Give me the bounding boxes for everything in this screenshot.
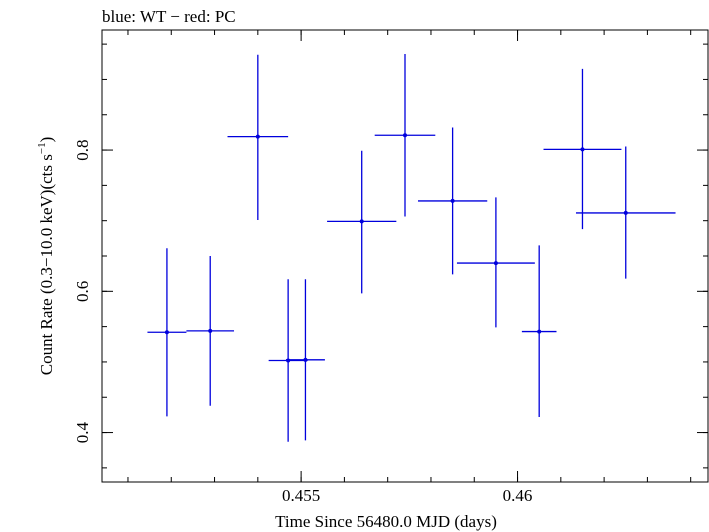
- y-axis-label-main: Count Rate (0.3−10.0 keV)(cts s: [37, 154, 56, 375]
- axis-ticks: [102, 30, 708, 482]
- point-marker: [255, 134, 260, 139]
- point-marker: [580, 147, 585, 152]
- point-marker: [537, 329, 542, 334]
- tick-labels: 0.455 0.46 0.4 0.6 0.8: [73, 139, 532, 505]
- point-marker: [403, 133, 407, 138]
- point-marker: [493, 261, 498, 266]
- data-point: [147, 248, 187, 417]
- data-point: [374, 54, 436, 217]
- y-tick-label: 0.4: [73, 421, 92, 443]
- data-point: [268, 279, 308, 442]
- y-axis-label: Count Rate (0.3−10.0 keV)(cts s−1): [36, 137, 56, 376]
- y-axis-label-exponent: −1: [36, 142, 48, 154]
- point-marker: [208, 328, 213, 333]
- data-point: [227, 54, 289, 220]
- data-point: [327, 150, 397, 294]
- point-marker: [286, 358, 291, 363]
- data-point: [456, 197, 535, 328]
- data-point: [521, 245, 557, 418]
- y-axis-label-close: ): [37, 137, 56, 143]
- point-marker: [623, 210, 628, 215]
- data-point: [186, 256, 235, 406]
- point-marker: [303, 357, 308, 362]
- point-marker: [359, 219, 364, 224]
- data-series: [147, 54, 676, 442]
- data-point: [417, 127, 488, 275]
- chart-title: blue: WT − red: PC: [102, 7, 236, 26]
- x-axis-label: Time Since 56480.0 MJD (days): [275, 512, 497, 531]
- data-point: [543, 68, 622, 230]
- x-tick-label: 0.46: [503, 486, 533, 505]
- x-tick-label: 0.455: [282, 486, 320, 505]
- data-point: [575, 146, 676, 279]
- point-marker: [450, 198, 455, 203]
- y-tick-label: 0.8: [73, 139, 92, 160]
- point-marker: [164, 330, 169, 335]
- y-tick-label: 0.6: [73, 281, 92, 302]
- data-point: [285, 279, 325, 441]
